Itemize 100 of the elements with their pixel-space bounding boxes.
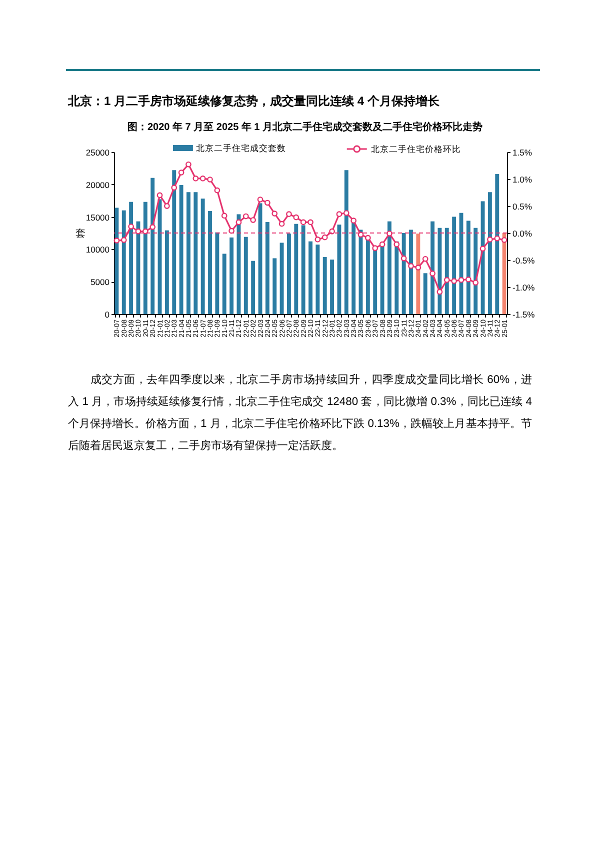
y-tick-label: 25000: [86, 148, 110, 158]
bar: [179, 185, 184, 314]
point: [394, 241, 400, 248]
point: [186, 161, 192, 168]
bar: [200, 198, 205, 314]
point: [171, 184, 178, 191]
chart-title: 北京：1 月二手房市场延续修复态势，成交量同比连续 4 个月保持增长: [68, 93, 440, 110]
bar: [265, 222, 270, 314]
bar: [244, 236, 248, 314]
point: [264, 200, 270, 206]
point: [465, 276, 472, 282]
bar: [322, 256, 327, 314]
point: [156, 192, 163, 198]
bar: [344, 170, 348, 314]
bar: [114, 208, 119, 314]
point: [178, 170, 184, 176]
bar: [394, 241, 399, 314]
point: [164, 203, 170, 209]
bar: [438, 228, 442, 314]
point: [286, 211, 292, 218]
point: [278, 220, 285, 227]
bar: [164, 230, 169, 314]
point: [322, 234, 328, 240]
bar: [122, 210, 126, 314]
point: [300, 219, 306, 226]
bar: [402, 233, 406, 314]
point: [314, 236, 321, 242]
point: [487, 236, 493, 242]
bar: [280, 242, 284, 314]
y2-tick-label: 1.5%: [512, 148, 532, 158]
bar: [236, 214, 241, 314]
legend-label: 北京二手住宅价格环比: [370, 144, 461, 154]
point: [135, 228, 142, 234]
point: [242, 213, 249, 220]
point: [458, 277, 464, 283]
bar: [294, 224, 298, 314]
bar: [230, 238, 234, 314]
point: [436, 288, 443, 295]
bar: [172, 170, 176, 314]
bar: [301, 225, 306, 314]
point: [472, 280, 479, 286]
y2-tick-label: -1.5%: [512, 310, 536, 320]
y2-tick-label: 1.0%: [512, 174, 532, 184]
bar: [409, 230, 413, 314]
point: [272, 210, 278, 216]
point: [128, 224, 134, 230]
bar: [337, 224, 342, 314]
point: [221, 212, 228, 219]
bar: [143, 202, 148, 314]
point: [343, 210, 350, 216]
bar: [387, 221, 392, 314]
point: [501, 237, 508, 243]
legend-label: 北京二手住宅成交套数: [196, 143, 286, 153]
bar: [186, 192, 190, 314]
y2-tick-label: 0.5%: [512, 202, 532, 212]
point: [336, 211, 342, 218]
point: [142, 228, 148, 234]
y-tick-label: 10000: [86, 244, 110, 255]
bar: [352, 221, 356, 314]
y-tick-label: 5000: [90, 277, 110, 288]
point: [350, 218, 357, 224]
bar: [222, 254, 226, 314]
point: [114, 238, 120, 244]
bar: [194, 192, 198, 314]
chart-subtitle: 图：2020 年 7 月至 2025 年 1 月北京二手住宅成交套数及二手住宅价格环比走势: [127, 120, 483, 134]
bar: [150, 178, 155, 314]
point: [480, 246, 486, 252]
bar: [380, 246, 384, 314]
bar: [316, 244, 320, 314]
bar: [272, 258, 277, 314]
bar: [215, 232, 220, 314]
point: [120, 237, 127, 243]
point: [430, 270, 436, 276]
y2-tick-label: -0.5%: [512, 256, 536, 266]
point: [372, 245, 378, 252]
point: [444, 277, 450, 283]
bar: [495, 174, 500, 314]
text: 成交方面，去年四季度以来，北京二手房市场持续回升，四季度成交量同比增长 60%，进入 1 月，市场持续延续修复行情，北京二手住宅成交 12480 套，同比微增 0.3%，同比已连续 4 个月保持增长。价格方面，1 月，北京二手住宅价格环比下跌 0.13%，跌幅较上月基本持平。节后随着居民返京复工，二手房市场有望保持一定活跃度。: [68, 372, 532, 454]
point: [214, 187, 220, 194]
point: [400, 255, 407, 262]
bar: [502, 233, 506, 314]
y-tick-label: 20000: [86, 180, 110, 190]
y2-tick-label: 0.0%: [512, 228, 532, 238]
point: [364, 234, 371, 241]
bar: [488, 192, 492, 314]
bar: [366, 239, 370, 314]
bar: [129, 202, 134, 314]
point: [236, 219, 242, 226]
point: [308, 219, 314, 226]
point: [207, 176, 213, 182]
y2-tick-label: -1.0%: [512, 282, 536, 292]
bar: [466, 220, 470, 314]
point: [250, 217, 256, 223]
bar: [444, 228, 449, 314]
point: [200, 176, 206, 182]
bar: [286, 234, 291, 314]
point: [358, 232, 364, 238]
point: [451, 278, 458, 284]
point: [257, 196, 264, 202]
point: [150, 224, 156, 230]
